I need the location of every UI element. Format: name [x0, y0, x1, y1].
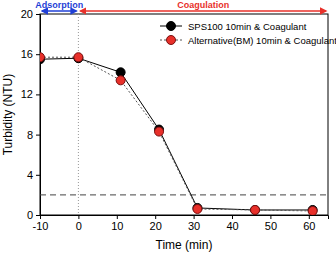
- data-point: [193, 204, 202, 213]
- tick: 10: [111, 215, 123, 232]
- plot: -100102030405060048121620SPS100 10min & …: [21, 8, 336, 232]
- data-point: [116, 76, 125, 85]
- tick-label: 0: [76, 220, 82, 232]
- tick: 30: [188, 215, 200, 232]
- tick-mark: [309, 215, 310, 219]
- tick-mark: [78, 215, 79, 219]
- tick-mark: [36, 94, 40, 95]
- tick-label: 10: [111, 220, 123, 232]
- tick-mark: [36, 14, 40, 15]
- tick-label: 4: [27, 169, 33, 181]
- tick: 16: [21, 48, 40, 60]
- tick-label: 0: [27, 209, 33, 221]
- tick-label: 20: [21, 8, 33, 20]
- annotation-text: Coagulation: [177, 0, 229, 10]
- data-point: [40, 53, 45, 62]
- tick-label: -10: [33, 220, 49, 232]
- tick-mark: [232, 215, 233, 219]
- tick: 50: [265, 215, 277, 232]
- tick-mark: [36, 215, 40, 216]
- legend-label: SPS100 10min & Coagulant: [188, 21, 307, 32]
- tick: 0: [27, 209, 40, 221]
- tick-label: 12: [21, 88, 33, 100]
- tick-label: 60: [303, 220, 315, 232]
- tick-mark: [194, 215, 195, 219]
- tick-mark: [36, 135, 40, 136]
- tick: 40: [226, 215, 238, 232]
- annotation-text: Adsorption: [35, 0, 83, 10]
- series-line: [40, 58, 313, 210]
- tick-mark: [36, 54, 40, 55]
- tick-label: 16: [21, 48, 33, 60]
- legend-marker: [167, 36, 176, 45]
- tick: 0: [76, 215, 82, 232]
- tick: 4: [27, 169, 40, 181]
- data-point: [155, 127, 164, 136]
- axis-line: [41, 216, 329, 220]
- reference-line: [78, 14, 79, 215]
- data-point: [308, 206, 317, 215]
- reference-line: [40, 194, 328, 195]
- legend: SPS100 10min & Coagulant Alternative(BM) …: [160, 21, 336, 46]
- x-axis-title: Time (min): [156, 238, 213, 252]
- legend-label: Alternative(BM) 10min & Coagulant: [188, 35, 336, 46]
- data-point: [251, 205, 260, 214]
- tick: 8: [27, 129, 40, 141]
- tick-mark: [36, 175, 40, 176]
- chart: -100102030405060048121620SPS100 10min & …: [0, 0, 336, 277]
- tick-mark: [270, 215, 271, 219]
- tick-mark: [117, 215, 118, 219]
- tick-mark: [155, 215, 156, 219]
- tick: 12: [21, 88, 40, 100]
- tick-label: 40: [226, 220, 238, 232]
- legend-marker: [167, 22, 176, 31]
- annotation-arrow: [42, 10, 76, 12]
- tick-label: 50: [265, 220, 277, 232]
- tick-label: 20: [150, 220, 162, 232]
- tick: 20: [150, 215, 162, 232]
- tick-label: 8: [27, 129, 33, 141]
- x-axis: -10 0 10 20 30 40 50 60: [33, 215, 329, 232]
- data-point: [251, 205, 260, 214]
- tick: 60: [303, 215, 315, 232]
- data-point: [74, 53, 83, 62]
- tick-label: 30: [188, 220, 200, 232]
- annotation-arrow: [80, 10, 326, 12]
- series-line: [40, 57, 313, 211]
- y-axis: 0 4 8 12 16 20: [21, 8, 41, 221]
- tick: -10: [33, 215, 49, 232]
- axis-line: [36, 15, 41, 216]
- y-axis-title: Turbidity (NTU): [1, 74, 15, 156]
